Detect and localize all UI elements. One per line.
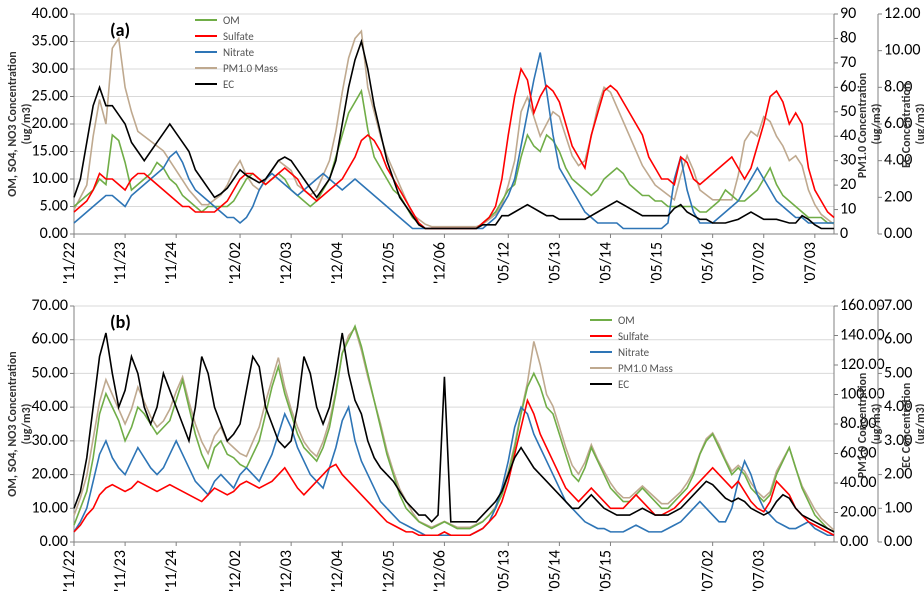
x-tick-label: '12/03 (277, 550, 296, 592)
x-tick-label: '07/03 (750, 550, 769, 592)
x-tick-label: '12/05 (379, 550, 398, 592)
legend-label-pm1: PM1.0 Mass (618, 362, 673, 375)
y-left-tick-label: 20.00 (32, 114, 68, 133)
x-tick-label: '07/02 (750, 242, 769, 284)
x-tick-label: '05/13 (494, 550, 513, 592)
timeseries-chart-b: 0.00 10.00 20.00 30.00 40.00 50.00 60.00 70.00 0… (0, 292, 924, 598)
x-tick-label: '12/02 (226, 550, 245, 592)
y-right1-tick-label: 50 (840, 102, 856, 121)
x-tick-label: '11/24 (162, 242, 181, 284)
series-nitrate (74, 407, 834, 535)
x-tick-label: '11/23 (111, 242, 130, 284)
series-sulfate (74, 400, 834, 535)
panel-tag: (a) (110, 19, 130, 41)
x-tick-label: '05/15 (648, 242, 667, 284)
y-left-tick-label: 50.00 (32, 363, 68, 382)
y-right2-tick-label: 2.00 (884, 187, 912, 206)
x-tick-label: '05/13 (545, 242, 564, 284)
y-right2-tick-label: 5.00 (884, 363, 912, 382)
legend-label-pm1: PM1.0 Mass (223, 62, 278, 75)
y-left-tick-label: 10.00 (32, 169, 68, 188)
x-tick-label: '07/03 (801, 242, 820, 284)
y-right1-tick-label: 0 (840, 224, 848, 243)
y-right1-tick-label: 30 (840, 151, 856, 170)
y-left-tick-label: 0.00 (40, 532, 68, 551)
x-tick-label: '11/22 (60, 242, 79, 284)
x-tick-label: '11/23 (111, 550, 130, 592)
x-tick-label: '05/15 (596, 550, 615, 592)
y-left-tick-label: 70.00 (32, 296, 68, 315)
y-left-tick-label: 25.00 (32, 87, 68, 106)
legend-label-om: OM (223, 14, 240, 27)
x-tick-label: '12/06 (430, 242, 449, 284)
y-right1-tick-label: 90 (840, 4, 856, 23)
legend-label-sulfate: Sulfate (618, 330, 649, 343)
y-right2-tick-label: 0.00 (884, 532, 912, 551)
y-left-tick-label: 5.00 (40, 197, 68, 216)
x-tick-label: '07/02 (699, 550, 718, 592)
legend-label-sulfate: Sulfate (223, 30, 254, 43)
legend-label-nitrate: Nitrate (223, 46, 255, 59)
x-tick-label: '05/16 (699, 242, 718, 284)
y-left-tick-label: 60.00 (32, 330, 68, 349)
x-tick-label: '12/04 (328, 550, 347, 592)
legend-label-ec: EC (618, 378, 629, 391)
y-left-tick-label: 10.00 (32, 498, 68, 517)
y-right1-tick-label: 20 (840, 175, 856, 194)
series-om (74, 326, 834, 532)
x-tick-label: '12/03 (277, 242, 296, 284)
y-right2-axis-label: EC Concentration (ug/m3) (900, 80, 924, 168)
x-tick-label: '12/02 (226, 242, 245, 284)
chart-panel-b: 0.00 10.00 20.00 30.00 40.00 50.00 60.00 70.00 0… (0, 292, 924, 598)
y-left-axis-label: OM, SO4, NO3 Concentration(ug/m3) (6, 351, 34, 496)
y-right2-tick-label: 6.00 (884, 330, 912, 349)
series-nitrate (74, 53, 834, 229)
y-right2-tick-label: 10.00 (884, 41, 920, 60)
y-right2-axis-label: EC Concentration (ug/m3) (900, 380, 924, 468)
y-left-axis-label: OM, SO4, NO3 Concentration(ug/m3) (6, 51, 34, 196)
y-left-tick-label: 0.00 (40, 224, 68, 243)
legend-label-om: OM (618, 314, 635, 327)
x-tick-label: '05/14 (596, 242, 615, 284)
y-right2-tick-label: 0.00 (884, 224, 912, 243)
series-pm1 (74, 31, 834, 227)
x-tick-label: '12/05 (379, 242, 398, 284)
y-right2-tick-label: 1.00 (884, 498, 912, 517)
y-left-tick-label: 20.00 (32, 465, 68, 484)
y-right2-tick-label: 7.00 (884, 296, 912, 315)
y-right1-tick-label: 20.00 (840, 503, 876, 522)
x-tick-label: '05/14 (545, 550, 564, 592)
x-tick-label: '12/04 (328, 242, 347, 284)
legend-label-nitrate: Nitrate (618, 346, 650, 359)
y-right1-tick-label: 80 (840, 28, 856, 47)
y-left-tick-label: 30.00 (32, 59, 68, 78)
timeseries-chart-a: 0.00 5.00 10.00 15.00 20.00 25.00 30.00 35.00 40… (0, 0, 924, 290)
y-right1-tick-label: 0.00 (840, 532, 868, 551)
x-tick-label: '12/06 (430, 550, 449, 592)
panel-tag: (b) (110, 311, 131, 333)
x-tick-label: '11/24 (162, 550, 181, 592)
x-tick-label: '11/22 (60, 550, 79, 592)
legend-label-ec: EC (223, 78, 234, 91)
y-left-tick-label: 40.00 (32, 397, 68, 416)
y-right1-tick-label: 70 (840, 53, 856, 72)
y-right1-tick-label: 10 (840, 200, 856, 219)
y-left-tick-label: 35.00 (32, 32, 68, 51)
y-left-tick-label: 40.00 (32, 4, 68, 23)
x-tick-label: '05/12 (494, 242, 513, 284)
series-om (74, 91, 834, 229)
y-right1-tick-label: 60 (840, 77, 856, 96)
series-ec (74, 333, 834, 532)
y-left-tick-label: 30.00 (32, 431, 68, 450)
series-pm1 (74, 328, 834, 530)
chart-panel-a: 0.00 5.00 10.00 15.00 20.00 25.00 30.00 35.00 40… (0, 0, 924, 290)
y-right1-axis-label: PM1.0 Concentration (ug/m3) (856, 70, 884, 178)
y-right2-tick-label: 12.00 (884, 4, 920, 23)
y-right1-tick-label: 40 (840, 126, 856, 145)
y-left-tick-label: 15.00 (32, 142, 68, 161)
